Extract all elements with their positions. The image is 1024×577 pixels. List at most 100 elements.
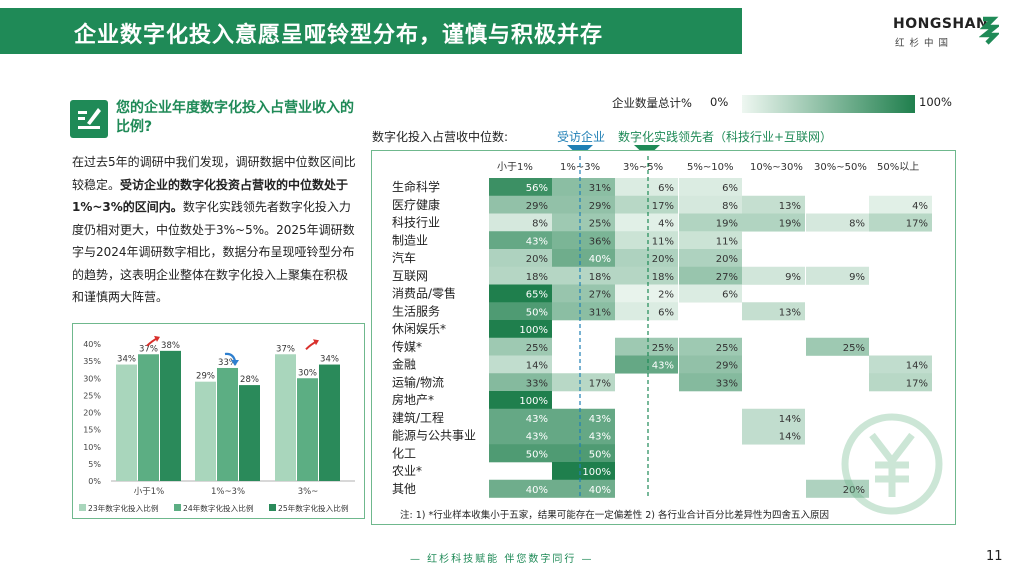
heatmap-cell	[489, 284, 552, 303]
heatmap-cell	[552, 426, 615, 445]
heatmap-cell	[489, 302, 552, 321]
heatmap-cell-value: 14%	[779, 432, 801, 443]
heatmap-cell	[552, 373, 615, 392]
y-tick-label: 10%	[83, 443, 101, 452]
bar-value-label: 37%	[139, 344, 158, 354]
heatmap-cell-value: 6%	[722, 183, 738, 194]
heatmap-cell-value: 6%	[658, 183, 674, 194]
heatmap-column-header: 50%以上	[877, 161, 919, 173]
heatmap-cell-value: 43%	[526, 432, 548, 443]
bar-1-2	[138, 354, 159, 481]
bar-2-2	[217, 367, 238, 481]
heatmap-cell-value: 36%	[589, 236, 611, 247]
bar-3-2	[297, 378, 318, 481]
question-title: 您的企业年度数字化投入占营业收入的比例?	[116, 100, 354, 135]
heatmap-cell	[552, 462, 615, 481]
heatmap-cell	[489, 213, 552, 232]
heatmap-cell	[679, 373, 742, 392]
heatmap-cell-value: 17%	[652, 201, 674, 212]
y-tick-label: 30%	[83, 374, 101, 383]
legend-label: 24年数字化投入比例	[183, 503, 254, 513]
legend-label: 23年数字化投入比例	[88, 503, 159, 513]
heatmap-cell-value: 8%	[722, 201, 738, 212]
y-tick-label: 15%	[83, 426, 101, 435]
heatmap-cell	[615, 284, 678, 303]
intro-text-bold: 受访企业的数字化投资占营收的中位数处于1%~3%的区间内。	[72, 177, 349, 215]
heatmap-cell-value: 100%	[519, 325, 548, 336]
heatmap-cell	[615, 302, 678, 321]
heatmap-cell-value: 40%	[589, 254, 611, 265]
heatmap-cell	[552, 444, 615, 463]
heatmap-cell-value: 50%	[526, 449, 548, 460]
median-leaders-label: 数字化实践领先者（科技行业+互联网）	[618, 130, 833, 144]
heatmap-column-header: 30%~50%	[814, 162, 867, 173]
heatmap-cell	[679, 284, 742, 303]
heatmap-cell-value: 29%	[589, 201, 611, 212]
heatmap-cell-value: 14%	[779, 414, 801, 425]
heatmap-cell-value: 43%	[589, 414, 611, 425]
heatmap-cell	[552, 284, 615, 303]
heatmap-cell-value: 50%	[526, 307, 548, 318]
heatmap-cell-value: 100%	[519, 396, 548, 407]
heatmap-cell-value: 20%	[716, 254, 738, 265]
bar-2-1	[195, 381, 216, 481]
heatmap-row-label: 化工	[392, 446, 416, 460]
legend-swatch	[174, 504, 181, 511]
heatmap-cell-value: 43%	[652, 361, 674, 372]
heatmap-cell-value: 6%	[722, 290, 738, 301]
bar-value-label: 28%	[240, 375, 259, 385]
median-label: 数字化投入占营收中位数:	[372, 130, 509, 144]
heatmap-cell-value: 19%	[716, 219, 738, 230]
heatmap-column-header: 3%~5%	[623, 162, 663, 173]
trend-up-arrowhead-icon	[313, 339, 319, 346]
edit-list-icon	[78, 108, 101, 129]
heatmap-cell	[679, 195, 742, 214]
heatmap-cell	[552, 231, 615, 250]
heatmap-panel: 小于1% 1%~3% 3%~5% 5%~10% 10%~30% 30%~50% 50%以上生…	[371, 150, 956, 525]
heatmap-cell	[489, 249, 552, 268]
heatmap-column-header: 5%~10%	[687, 162, 733, 173]
heatmap-cell-value: 29%	[526, 201, 548, 212]
trend-down-arrow-icon	[224, 352, 237, 362]
x-tick-label: 1%~3%	[211, 487, 245, 497]
heatmap-cell	[615, 195, 678, 214]
heatmap-cell-value: 18%	[526, 272, 548, 283]
heatmap-cell-value: 25%	[652, 343, 674, 354]
heatmap-cell	[615, 337, 678, 356]
heatmap-row-label: 金融	[392, 357, 416, 372]
heatmap-cell	[806, 337, 869, 356]
heatmap-cell-value: 4%	[658, 219, 674, 230]
y-tick-label: 20%	[83, 409, 101, 418]
bar-3-3	[319, 364, 340, 481]
bar-value-label: 30%	[298, 368, 317, 378]
heatmap-cell-value: 20%	[652, 254, 674, 265]
bar-value-label: 33%	[218, 358, 237, 368]
footer-slogan: — 红杉科技赋能 伴您数字同行 —	[410, 554, 594, 565]
heatmap-cell-value: 11%	[652, 236, 674, 247]
heatmap-cell-value: 25%	[843, 343, 865, 354]
heatmap-cell	[552, 213, 615, 232]
color-scale-gradient	[742, 95, 915, 113]
heatmap-cell	[806, 266, 869, 285]
heatmap-cell	[489, 195, 552, 214]
heatmap-cell-value: 40%	[589, 485, 611, 496]
heatmap-cell	[489, 337, 552, 356]
y-tick-label: 5%	[88, 460, 101, 469]
heatmap-cell-value: 65%	[526, 290, 548, 301]
heatmap-cell	[489, 178, 552, 197]
bar-1-3	[160, 350, 181, 481]
heatmap-cell	[742, 266, 805, 285]
heatmap-cell-value: 14%	[906, 361, 928, 372]
heatmap-cell	[869, 373, 932, 392]
heatmap-cell	[742, 213, 805, 232]
heatmap-row-label: 生命科学	[392, 179, 440, 194]
heatmap-cell	[679, 231, 742, 250]
page-title: 企业数字化投入意愿呈哑铃型分布，谨慎与积极并存	[74, 23, 604, 48]
title-bar: 企业数字化投入意愿呈哑铃型分布，谨慎与积极并存	[0, 8, 742, 54]
heatmap-cell-value: 43%	[526, 236, 548, 247]
heatmap-cell	[552, 302, 615, 321]
heatmap-cell-value: 14%	[526, 361, 548, 372]
heatmap-cell-value: 50%	[589, 449, 611, 460]
heatmap-cell	[552, 479, 615, 498]
heatmap-cell-value: 20%	[526, 254, 548, 265]
